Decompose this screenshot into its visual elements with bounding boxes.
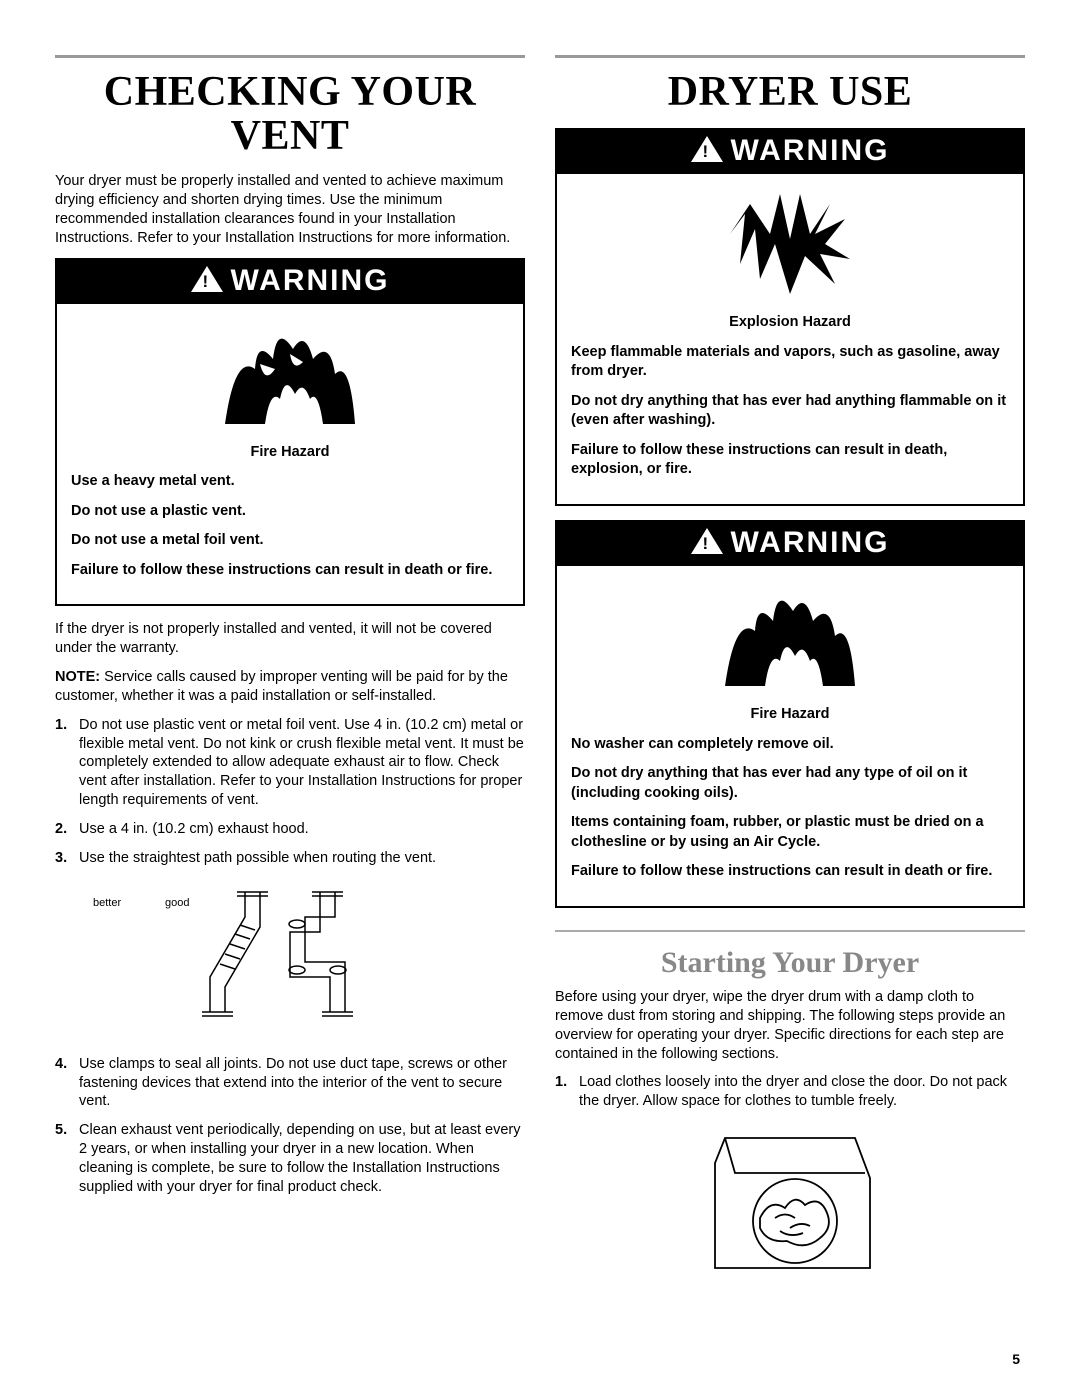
warning-header: WARNING bbox=[557, 522, 1023, 566]
warning-line: Do not dry anything that has ever had an… bbox=[571, 392, 1009, 431]
page-root: CHECKING YOUR VENT Your dryer must be pr… bbox=[55, 55, 1025, 1290]
note-text: NOTE: Service calls caused by improper v… bbox=[55, 668, 525, 706]
warning-line: Do not use a plastic vent. bbox=[71, 502, 509, 522]
fire-icon bbox=[57, 304, 523, 439]
vent-list: Do not use plastic vent or metal foil ve… bbox=[55, 716, 525, 868]
fire-icon bbox=[557, 566, 1023, 701]
hazard-label: Fire Hazard bbox=[571, 705, 1009, 725]
after-warning-text: If the dryer is not properly installed a… bbox=[55, 620, 525, 658]
list-item: Use the straightest path possible when r… bbox=[55, 849, 525, 868]
section-rule bbox=[555, 55, 1025, 58]
warning-header: WARNING bbox=[57, 260, 523, 304]
list-item: Use clamps to seal all joints. Do not us… bbox=[55, 1055, 525, 1112]
label-better: better bbox=[93, 897, 121, 909]
note-body: Service calls caused by improper venting… bbox=[55, 669, 508, 704]
hazard-label: Fire Hazard bbox=[71, 443, 509, 463]
list-item: Load clothes loosely into the dryer and … bbox=[555, 1073, 1025, 1111]
warning-line: Items containing foam, rubber, or plasti… bbox=[571, 813, 1009, 852]
heading-dryer-use: DRYER USE bbox=[555, 70, 1025, 114]
warning-label: WARNING bbox=[731, 134, 890, 168]
vent-list-2: Use clamps to seal all joints. Do not us… bbox=[55, 1055, 525, 1197]
warning-label: WARNING bbox=[731, 526, 890, 560]
explosion-icon bbox=[557, 174, 1023, 309]
starting-intro: Before using your dryer, wipe the dryer … bbox=[555, 988, 1025, 1063]
warning-line: Keep flammable materials and vapors, suc… bbox=[571, 343, 1009, 382]
warning-body: Explosion Hazard Keep flammable material… bbox=[557, 309, 1023, 504]
warning-line: Failure to follow these instructions can… bbox=[71, 561, 509, 581]
warning-triangle-icon bbox=[191, 266, 223, 292]
list-item: Do not use plastic vent or metal foil ve… bbox=[55, 716, 525, 810]
warning-line: Use a heavy metal vent. bbox=[71, 472, 509, 492]
warning-triangle-icon bbox=[691, 136, 723, 162]
warning-body: Fire Hazard Use a heavy metal vent. Do n… bbox=[57, 439, 523, 605]
warning-body: Fire Hazard No washer can completely rem… bbox=[557, 701, 1023, 906]
subheading-starting: Starting Your Dryer bbox=[555, 946, 1025, 980]
right-column: DRYER USE WARNING Explosion Hazard Keep … bbox=[555, 55, 1025, 1290]
warning-line: No washer can completely remove oil. bbox=[571, 735, 1009, 755]
warning-fire-left: WARNING Fire Hazard Use a heavy metal ve… bbox=[55, 258, 525, 607]
label-good: good bbox=[165, 897, 189, 909]
dryer-loading-diagram bbox=[555, 1123, 1025, 1278]
left-column: CHECKING YOUR VENT Your dryer must be pr… bbox=[55, 55, 525, 1290]
hazard-label: Explosion Hazard bbox=[571, 313, 1009, 333]
warning-line: Failure to follow these instructions can… bbox=[571, 441, 1009, 480]
section-rule bbox=[55, 55, 525, 58]
warning-fire-right: WARNING Fire Hazard No washer can comple… bbox=[555, 520, 1025, 908]
intro-text: Your dryer must be properly installed an… bbox=[55, 172, 525, 247]
warning-line: Failure to follow these instructions can… bbox=[571, 862, 1009, 882]
starting-list: Load clothes loosely into the dryer and … bbox=[555, 1073, 1025, 1111]
list-item: Clean exhaust vent periodically, dependi… bbox=[55, 1121, 525, 1196]
section-rule-thin bbox=[555, 930, 1025, 932]
warning-explosion: WARNING Explosion Hazard Keep flammable … bbox=[555, 128, 1025, 506]
warning-line: Do not use a metal foil vent. bbox=[71, 531, 509, 551]
warning-label: WARNING bbox=[231, 264, 390, 298]
warning-triangle-icon bbox=[691, 528, 723, 554]
warning-line: Do not dry anything that has ever had an… bbox=[571, 764, 1009, 803]
heading-checking-vent: CHECKING YOUR VENT bbox=[55, 70, 525, 158]
warning-header: WARNING bbox=[557, 130, 1023, 174]
page-number: 5 bbox=[1012, 1351, 1020, 1367]
list-item: Use a 4 in. (10.2 cm) exhaust hood. bbox=[55, 820, 525, 839]
vent-diagram: better good bbox=[55, 882, 525, 1037]
note-label: NOTE: bbox=[55, 669, 100, 685]
